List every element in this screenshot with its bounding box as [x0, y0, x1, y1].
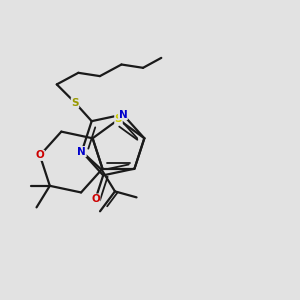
Text: O: O [35, 150, 44, 161]
Text: S: S [115, 115, 122, 124]
Text: N: N [77, 147, 86, 157]
Text: N: N [118, 110, 127, 119]
Text: S: S [71, 98, 79, 108]
Text: O: O [91, 194, 100, 204]
